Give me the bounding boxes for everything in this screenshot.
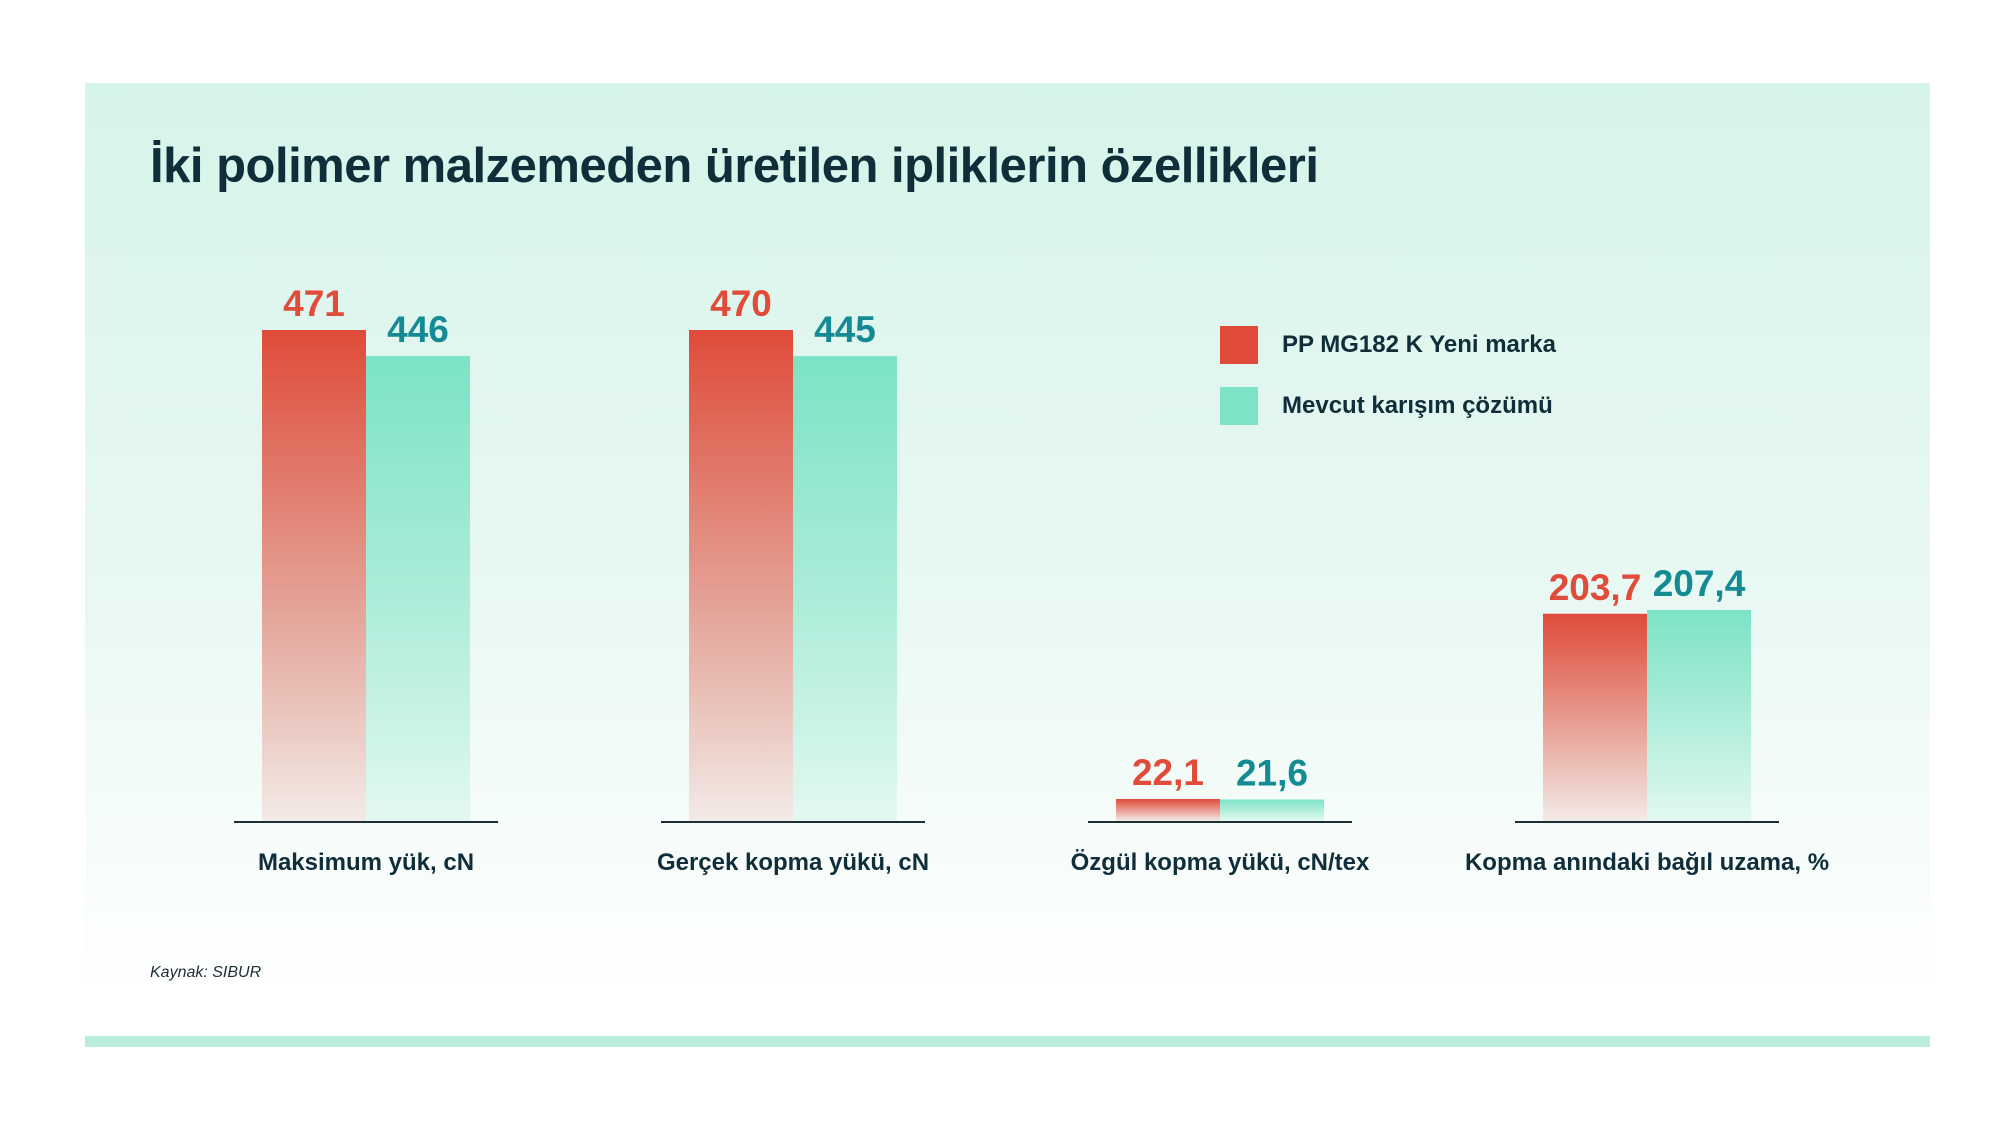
legend-swatch-series2 (1220, 387, 1258, 425)
value-label-series2-cat3: 21,6 (1236, 752, 1308, 793)
bar-series2-cat1 (366, 356, 470, 821)
value-label-series2-cat1: 446 (387, 309, 449, 350)
chart-title: İki polimer malzemeden üretilen iplikler… (150, 139, 1319, 193)
category-label-2: Gerçek kopma yükü, cN (657, 849, 929, 876)
bar-series2-cat4 (1647, 610, 1751, 821)
source-note: Kaynak: SIBUR (150, 964, 262, 981)
bottom-band (85, 1036, 1930, 1047)
value-label-series2-cat2: 445 (814, 309, 876, 350)
value-label-series1-cat1: 471 (283, 283, 345, 324)
legend: PP MG182 K Yeni marka Mevcut karışım çöz… (1220, 326, 1556, 448)
legend-item-series2: Mevcut karışım çözümü (1220, 387, 1556, 425)
bar-series1-cat1 (262, 330, 366, 821)
bar-series1-cat2 (689, 330, 793, 821)
legend-label-series1: PP MG182 K Yeni marka (1282, 331, 1556, 358)
value-label-series1-cat4: 203,7 (1549, 567, 1642, 608)
bar-series1-cat3 (1116, 799, 1220, 821)
legend-swatch-series1 (1220, 326, 1258, 364)
bar-series2-cat3 (1220, 799, 1324, 821)
bar-series1-cat4 (1543, 613, 1647, 821)
value-label-series1-cat3: 22,1 (1132, 752, 1204, 793)
category-label-3: Özgül kopma yükü, cN/tex (1071, 849, 1370, 876)
legend-label-series2: Mevcut karışım çözümü (1282, 392, 1553, 419)
category-label-1: Maksimum yük, cN (258, 849, 474, 876)
value-label-series2-cat4: 207,4 (1653, 563, 1746, 604)
category-label-4: Kopma anındaki bağıl uzama, % (1465, 849, 1829, 876)
value-label-series1-cat2: 470 (710, 283, 772, 324)
legend-item-series1: PP MG182 K Yeni marka (1220, 326, 1556, 364)
bar-series2-cat2 (793, 356, 897, 821)
